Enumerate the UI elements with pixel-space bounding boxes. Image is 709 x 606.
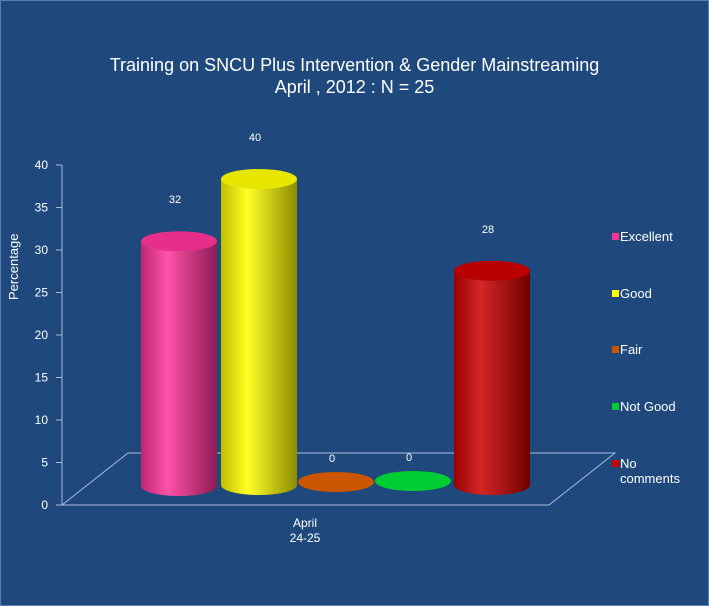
y-tick-label: 40 [35,158,49,172]
legend-label-no-comments: No comments [620,456,680,486]
chart-subtitle: April , 2012 : N = 25 [274,77,435,97]
legend-item-excellent: Excellent [612,229,673,244]
x-category-line-1: April [292,516,317,530]
legend-item-no-comments: No comments [612,456,700,486]
y-tick-label: 0 [41,498,48,512]
x-category-label: April 24-25 [250,516,360,546]
legend-label-excellent: Excellent [620,229,673,244]
legend-item-good: Good [612,286,652,301]
y-axis-label: Percentage [6,233,21,301]
data-label-no-comments: 28 [482,224,494,236]
y-tick-label: 35 [35,201,49,215]
x-category-line-2: 24-25 [289,531,321,545]
y-tick-label: 25 [35,286,49,300]
y-tick-label: 10 [35,413,49,427]
bar-body-good [221,179,297,495]
bar-top-fair [298,472,374,492]
bar-body-no-comments [454,270,530,495]
legend-label-fair: Fair [620,342,643,357]
legend-swatch-excellent [612,233,619,240]
legend-label-not-good: Not Good [620,399,676,414]
legend-swatch-no-comments [612,460,619,467]
y-tick-label: 15 [35,371,49,385]
bar-top-excellent [141,231,217,252]
data-label-excellent: 32 [169,194,181,206]
data-label-not-good: 0 [406,452,412,464]
data-label-fair: 0 [329,453,335,465]
bar-top-good [221,169,297,189]
data-label-good: 40 [249,132,261,144]
bar-top-no-comments [454,260,530,281]
y-tick-label: 30 [35,243,49,257]
legend-swatch-good [612,290,619,297]
legend-item-fair: Fair [612,342,643,357]
legend-item-not-good: Not Good [612,399,676,414]
y-tick-label: 5 [41,456,48,470]
chart-floor [60,452,617,506]
legend-label-good: Good [620,286,652,301]
chart-title: Training on SNCU Plus Intervention & Gen… [109,55,600,75]
legend-swatch-fair [612,346,619,353]
legend-swatch-not-good [612,403,619,410]
bar-body-excellent [141,241,217,496]
bar-top-not-good [375,471,451,491]
y-tick-label: 20 [35,328,49,342]
